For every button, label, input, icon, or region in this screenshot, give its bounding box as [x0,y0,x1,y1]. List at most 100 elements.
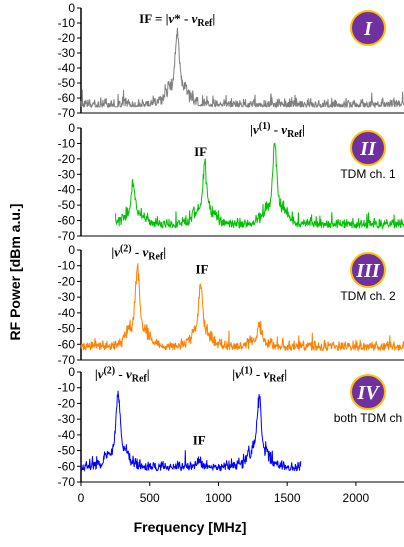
y-tick-label: -30 [58,46,76,60]
panel-badge [350,374,386,410]
y-tick-label: -20 [58,31,76,45]
y-tick-label: -50 [58,322,76,336]
annotation-part: | [95,366,98,381]
y-tick-label: -60 [58,214,76,228]
annotation-part: - [132,244,143,259]
y-tick-label: -60 [58,91,76,105]
annotation-part: ν [281,122,287,137]
annotation-part: | [302,122,305,137]
annotation-part: * - [174,11,191,26]
y-tick-label: -20 [58,274,76,288]
y-tick-label: 0 [68,121,75,135]
y-tick-label: -10 [58,381,76,395]
y-tick-label: -70 [58,475,76,489]
annotation-part: ν [263,366,269,381]
peak-annotation: |ν(2) - νRef| [95,365,150,384]
annotation-part: | [250,122,253,137]
x-tick-label: 500 [140,491,160,505]
annotation-part: IF = | [139,11,168,26]
panel-4: 0-10-20-30-40-50-60-70|ν(2) - νRef|IF|ν(… [58,365,404,489]
y-tick-label: -30 [58,290,76,304]
spectrum-trace-4 [80,390,302,473]
y-tick-label: 0 [68,365,75,379]
annotation-part: (1) [241,365,253,376]
annotation-part: - [115,366,126,381]
annotation-part: | [212,11,215,26]
panel-badge-label: IV [356,382,380,404]
annotation-part: ν [142,244,148,259]
annotation-part: ν [98,366,104,381]
y-tick-label: -50 [58,444,76,458]
annotation-part: ν [126,366,132,381]
y-tick-label: -70 [58,106,76,120]
panel-badge [350,10,386,46]
annotation-part: (2) [103,365,115,376]
annotation-part: IF [195,262,208,277]
y-tick-label: -40 [58,306,76,320]
y-tick-label: -40 [58,428,76,442]
annotation-part: Ref [197,18,213,29]
x-tick-label: 0 [78,491,85,505]
annotation-part: | [284,366,287,381]
annotation-part: ν [114,244,120,259]
peak-annotation: IF [193,432,206,447]
x-tick-label: 2000 [343,491,370,505]
annotation-part: | [232,366,235,381]
y-tick-label: 0 [68,1,75,15]
y-tick-label: -10 [58,16,76,30]
annotation-part: - [270,122,281,137]
peak-annotation: |ν(2) - νRef| [111,243,166,262]
panel-badge [350,130,386,166]
spectrum-trace-1 [80,27,404,109]
y-tick-label: -20 [58,396,76,410]
peak-annotation: IF = |ν* - νRef| [139,11,215,29]
y-tick-label: 0 [68,243,75,257]
panel-badge-label: I [363,18,373,40]
y-tick-label: -70 [58,353,76,367]
peak-annotation: |ν(1) - νRef| [250,121,305,140]
annotation-part: | [147,366,150,381]
annotation-part: Ref [148,251,164,262]
peak-annotation: IF [194,144,207,159]
annotation-part: ν [235,366,241,381]
y-tick-label: -60 [58,337,76,351]
y-tick-label: -60 [58,459,76,473]
y-tick-label: -70 [58,229,76,243]
y-tick-label: -10 [58,136,76,150]
peak-annotation: IF [195,262,208,277]
annotation-part: IF [194,144,207,159]
x-axis-label: Frequency [MHz] [134,519,247,535]
y-tick-label: -30 [58,167,76,181]
annotation-part: | [111,244,114,259]
y-tick-label: -10 [58,259,76,273]
annotation-part: (1) [259,121,271,132]
channel-label: both TDM ch [334,411,402,425]
annotation-part: ν [168,11,174,26]
panel-badge [350,252,386,288]
y-tick-label: -40 [58,183,76,197]
y-axis-label: RF Power [dBm a.u.] [7,204,23,341]
panel-badge-label: III [355,260,381,282]
annotation-part: IF [193,432,206,447]
y-tick-label: -20 [58,152,76,166]
annotation-part: Ref [132,373,148,384]
x-tick-label: 1500 [274,491,301,505]
peak-annotation: |ν(1) - νRef| [232,365,287,384]
y-tick-label: -40 [58,61,76,75]
x-axis: 0 500 1000 1500 2000 [78,482,370,505]
spectrum-trace-3 [80,263,404,353]
x-tick-label: 1000 [205,491,232,505]
channel-label: TDM ch. 1 [340,167,396,181]
annotation-part: - [253,366,264,381]
annotation-part: Ref [287,129,303,140]
annotation-part: Ref [269,373,285,384]
panel-3: 0-10-20-30-40-50-60-70|ν(2) - νRef|IFTDM… [58,243,404,367]
annotation-part: ν [192,11,198,26]
spectrum-trace-2 [114,142,404,230]
y-tick-label: -50 [58,76,76,90]
annotation-part: | [163,244,166,259]
